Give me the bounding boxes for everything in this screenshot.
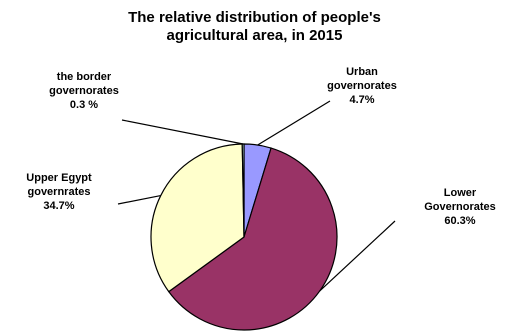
chart-title-line-2: agricultural area, in 2015 [166,27,343,44]
chart-title-line-1: The relative distribution of people's [128,9,381,26]
leader-line [121,119,244,145]
pie-slice [150,143,245,293]
slice-label: Urban governorates 4.7% [327,66,397,106]
slice-label: Lower Governorates 60.3% [424,187,496,227]
slice-label: Upper Egypt governrates 34.7% [26,172,92,212]
slice-label: the border governorates 0.3 % [49,71,119,111]
leader-line [117,194,161,205]
leader-line [319,220,396,292]
pie-slice [167,147,338,331]
chart-title: The relative distribution of people's ag… [0,9,509,45]
leader-line [257,100,331,146]
